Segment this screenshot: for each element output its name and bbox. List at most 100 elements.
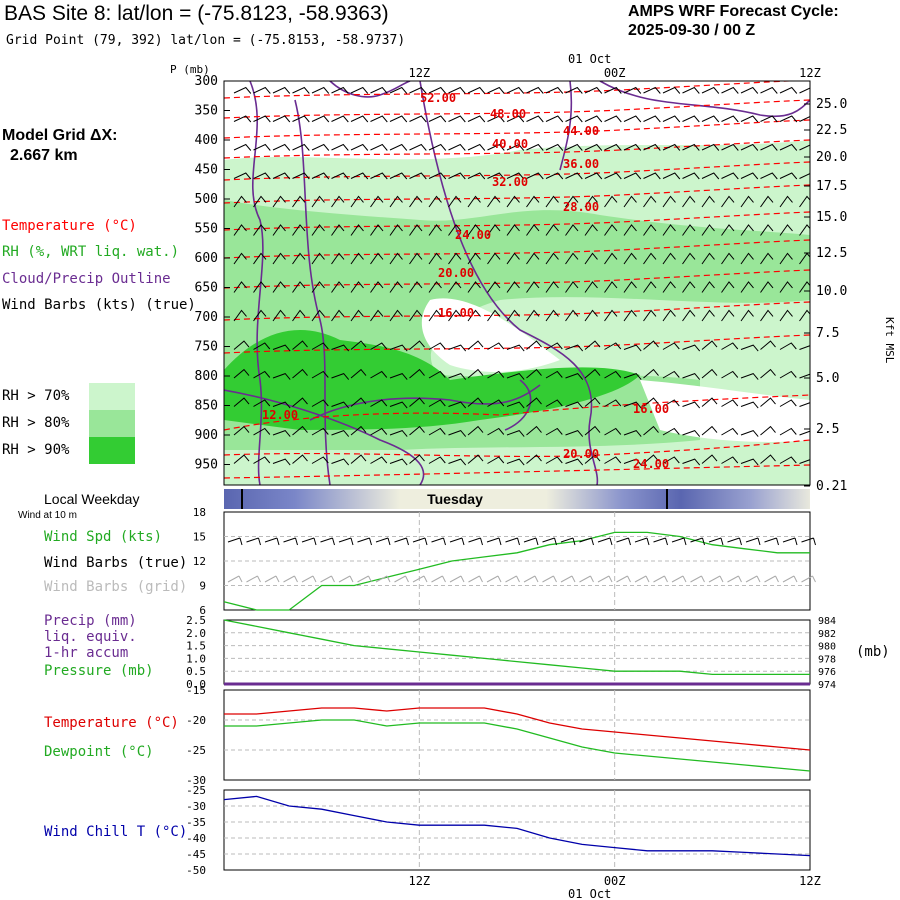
wind-barb: [623, 430, 642, 437]
wind-barb: [760, 115, 778, 123]
wind-barb: [545, 281, 559, 293]
wind-barb: [799, 116, 810, 122]
wind-barb: [331, 224, 345, 236]
wind-barb: [584, 172, 603, 180]
wind-barb: [701, 143, 720, 151]
wind-barb: [740, 252, 754, 265]
wind-barb: [779, 342, 797, 350]
wind-barb: [799, 430, 810, 436]
wind-barb: [311, 281, 325, 293]
panel-frame: [223, 619, 811, 685]
wind-barb: [721, 370, 739, 379]
panel-ytick-label: 2.5: [186, 614, 206, 627]
surface-wind-barb-grid: [579, 575, 594, 583]
wind-barb: [682, 401, 701, 409]
surface-wind-barb-grid: [375, 575, 391, 583]
wind-barb: [740, 143, 759, 151]
wind-barb: [584, 252, 598, 265]
surface-wind-barb-grid: [264, 575, 280, 583]
wind-barb: [740, 115, 759, 123]
surface-wind-barb-true: [616, 537, 631, 546]
wind-barb: [799, 224, 810, 236]
wind-barb: [253, 399, 271, 407]
temperature-label: 48.00: [490, 107, 526, 121]
wind-barb: [233, 86, 252, 94]
temperature-contour: [224, 269, 810, 289]
temperature-label: 16.00: [633, 402, 669, 416]
surface-wind-barb-true: [523, 537, 539, 546]
wind-barb: [253, 281, 267, 293]
wind-barb: [428, 86, 447, 94]
pressure-tick-label: 850: [195, 399, 218, 414]
wind-barb: [253, 456, 271, 464]
wind-barb: [682, 458, 701, 466]
wind-barb: [350, 172, 369, 180]
wind-barb: [682, 224, 696, 236]
weekday-name: Tuesday: [427, 491, 483, 507]
legend-rh80-label: RH > 80%: [2, 415, 70, 431]
wind-barb: [370, 370, 388, 379]
wind-barb: [409, 224, 423, 236]
temperature-contour: [224, 211, 810, 231]
wind-barb: [409, 143, 427, 151]
wind-barb: [272, 430, 291, 437]
wind-barb: [662, 370, 680, 379]
wind-barb: [506, 195, 520, 208]
wind-barb: [448, 309, 462, 322]
wind-barb: [565, 115, 583, 123]
wind-barb: [292, 397, 308, 407]
surface-wind-barb-true: [375, 537, 391, 546]
legend-rh80-swatch: [89, 410, 135, 437]
legend-precip-accum: 1-hr accum: [44, 645, 129, 661]
panel-ytick-label: 2.0: [186, 627, 206, 640]
wind-barb: [779, 172, 798, 180]
wind-barb: [701, 115, 720, 123]
wind-barb: [623, 252, 637, 265]
wind-barb: [272, 252, 286, 265]
panel-y2tick-label: 980: [818, 642, 836, 653]
wind-barb: [526, 143, 544, 151]
wind-barb: [565, 458, 584, 466]
wind-barb: [331, 281, 345, 293]
surface-wind-barb-grid: [283, 575, 298, 583]
wind-barb: [584, 143, 603, 151]
wind-barb: [623, 224, 637, 236]
wind-barb: [370, 309, 384, 322]
surface-wind-barb-grid: [468, 575, 483, 583]
wind-barb: [409, 86, 427, 94]
legend-wind-barbs-true: Wind Barbs (true): [44, 555, 188, 571]
top-date: 01 Oct: [568, 52, 611, 66]
wind-barb: [389, 401, 408, 409]
wind-barb: [623, 143, 642, 151]
pressure-tick-label: 450: [195, 163, 218, 178]
height-tick-label: 20.0: [816, 150, 847, 165]
wind-barb: [643, 281, 657, 293]
bottom-time-tick-label: 12Z: [799, 874, 821, 888]
panel-ytick-label: 1.0: [186, 652, 206, 665]
surface-wind-barb-true: [579, 537, 594, 546]
wind-barb: [701, 397, 718, 407]
top-time-axis: 12Z 00Z 12Z: [408, 66, 820, 80]
temperature-label: 16.00: [438, 306, 474, 320]
pressure-tick-label: 400: [195, 133, 218, 148]
wind-barb: [233, 252, 247, 265]
wind-barb: [331, 143, 349, 151]
temperature-contour: [224, 464, 810, 479]
wind-barb: [643, 224, 657, 236]
wind-barb: [604, 427, 622, 436]
bottom-time-tick-label: 12Z: [408, 874, 430, 888]
wind-barb: [428, 252, 442, 265]
wind-barb: [292, 340, 308, 350]
surface-wind-barb-true: [653, 537, 668, 546]
wind-barb: [506, 401, 525, 409]
top-time-tick-label: 00Z: [604, 66, 626, 80]
wind-barb: [428, 195, 442, 208]
height-tick-label: 5.0: [816, 371, 839, 386]
wind-barb: [779, 115, 798, 123]
wind-barb: [292, 425, 308, 436]
wind-barb: [272, 458, 291, 466]
wind-barb: [584, 195, 598, 208]
wind-barb: [701, 281, 715, 293]
wind-barb: [721, 399, 739, 407]
wind-barb: [253, 252, 267, 265]
